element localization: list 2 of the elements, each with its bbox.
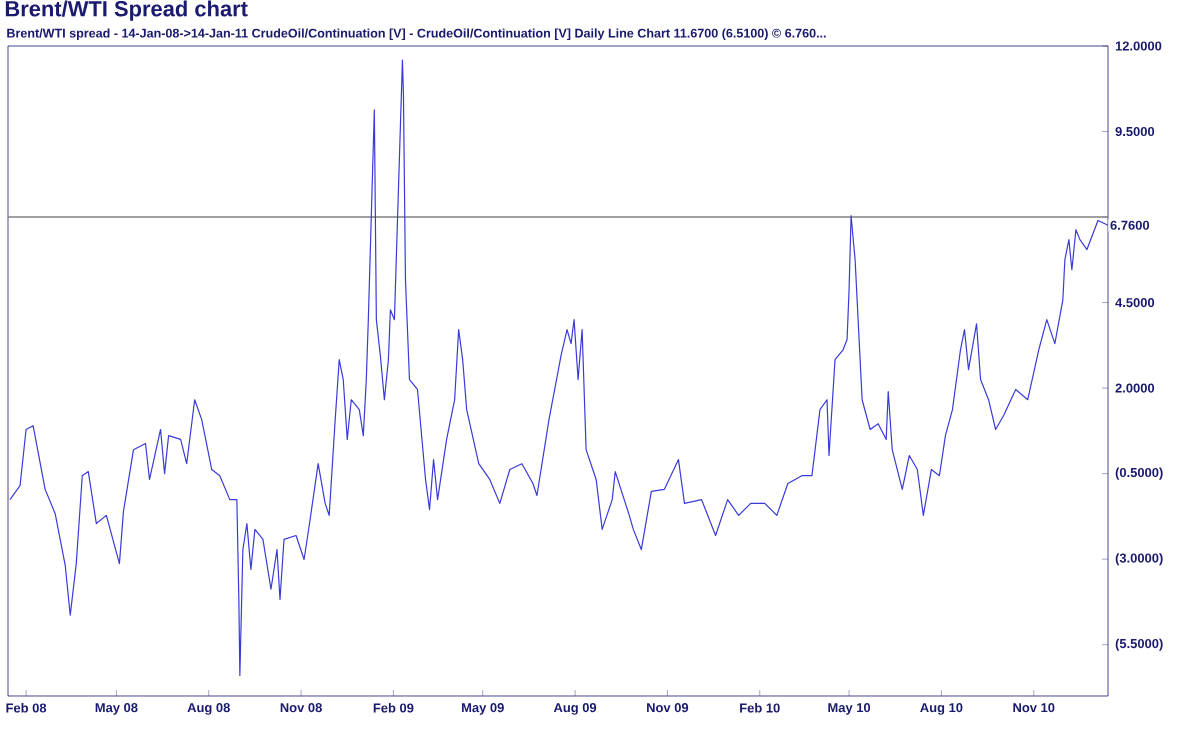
chart-title: Brent/WTI Spread chart	[5, 0, 248, 21]
line-series	[9, 59, 1109, 677]
